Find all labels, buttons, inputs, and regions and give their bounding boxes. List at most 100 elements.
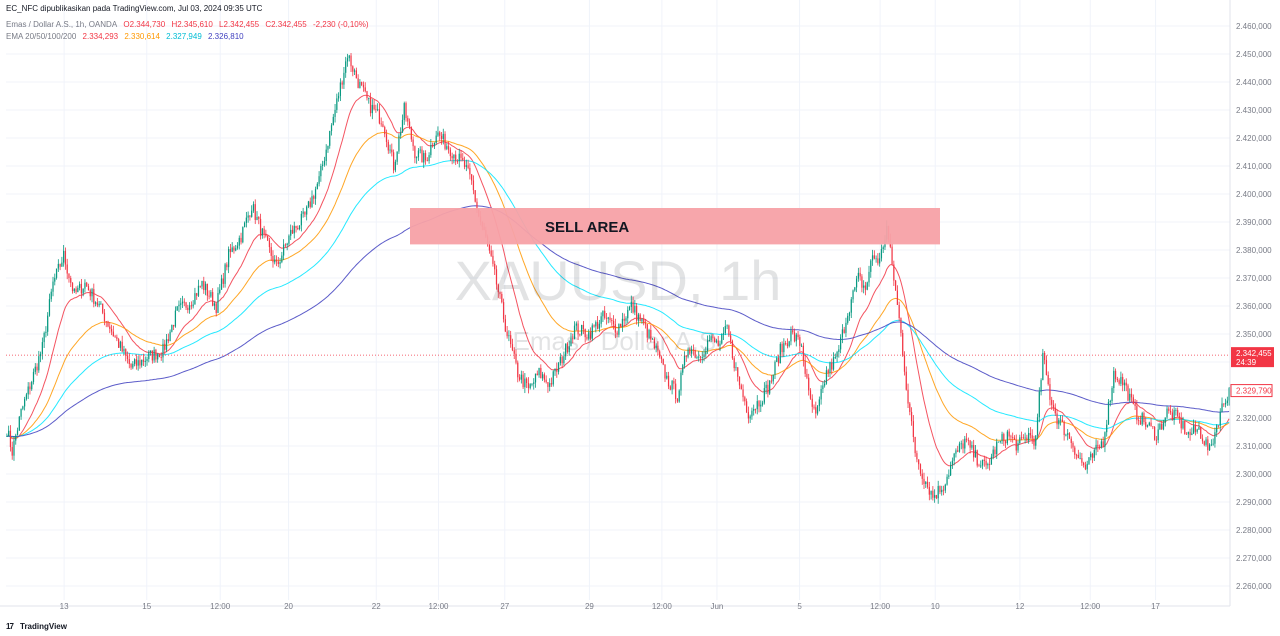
candle-body <box>547 382 549 387</box>
candle-body <box>538 367 540 376</box>
candle-body <box>974 450 977 458</box>
candle-body <box>1152 426 1154 428</box>
candle-body <box>16 430 19 436</box>
price-axis[interactable]: 2.460,000 2.450,000 2.440,000 2.430,000 2.42… <box>1229 0 1274 606</box>
candle-body <box>964 438 966 449</box>
watermark-symbol: XAUUSD, 1h <box>455 249 782 312</box>
candle-body <box>1075 454 1078 456</box>
candle-body <box>1214 432 1216 444</box>
time-axis[interactable]: 13 15 12:00 20 22 12:00 27 29 12:00 Jun 5 12:00 10 12… <box>0 602 1230 611</box>
candle-body <box>18 416 20 431</box>
candle-body <box>1189 432 1191 435</box>
candle-body <box>1111 388 1113 402</box>
candle-body <box>1196 429 1198 432</box>
candle-body <box>508 335 510 337</box>
candle-body <box>1063 421 1065 436</box>
candle-body <box>20 408 22 417</box>
candle-body <box>708 340 710 341</box>
publish-line: EC_NFC dipublikasikan pada TradingView.c… <box>6 4 263 13</box>
candle-body <box>795 334 797 342</box>
candle-body <box>873 255 875 259</box>
candle-body <box>174 310 177 327</box>
ema100-value: 2.327,949 <box>166 32 202 41</box>
candle-body <box>352 66 354 72</box>
candle-body <box>836 351 838 357</box>
candle-body <box>861 276 863 288</box>
candle-body <box>15 435 17 441</box>
candle-body <box>332 116 334 126</box>
legend-ema-row[interactable]: EMA 20/50/100/200 2.334,293 2.330,614 2.… <box>6 32 248 41</box>
candle-body <box>877 258 879 264</box>
candle-body <box>761 402 764 405</box>
candle-body <box>144 361 146 362</box>
candle-body <box>573 325 576 340</box>
candle-body <box>446 146 448 149</box>
candle-body <box>880 248 883 259</box>
candle-body <box>809 390 812 399</box>
candle-body <box>102 303 104 313</box>
candle-body <box>676 399 679 402</box>
candle-body <box>405 103 407 119</box>
candle-body <box>1150 422 1152 427</box>
candle-body <box>591 325 593 339</box>
candle-body <box>690 349 693 354</box>
candle-body <box>307 201 310 207</box>
candle-body <box>492 255 494 264</box>
candle-body <box>698 356 700 358</box>
candle-body <box>852 290 854 300</box>
candle-body <box>13 440 15 456</box>
candle-body <box>208 295 210 297</box>
candle-body <box>600 316 602 324</box>
candle-body <box>513 350 515 354</box>
tradingview-logo[interactable]: 17 TradingView <box>6 622 67 631</box>
candle-body <box>1051 399 1053 405</box>
candle-body <box>128 358 130 365</box>
candle-body <box>1001 434 1003 442</box>
candle-body <box>894 280 897 291</box>
candle-body <box>504 319 506 332</box>
candle-body <box>497 284 499 293</box>
candle-body <box>435 135 437 143</box>
candle-body <box>41 342 43 354</box>
candle-body <box>224 264 226 284</box>
candle-body <box>527 382 530 389</box>
candle-body <box>1173 410 1175 421</box>
candle-body <box>744 397 746 402</box>
current-price-label: 2.329,790 <box>1236 387 1272 396</box>
candle-body <box>694 349 696 358</box>
candle-body <box>1141 413 1143 425</box>
candle-body <box>290 229 292 236</box>
candle-body <box>300 213 302 226</box>
candle-body <box>1226 400 1228 403</box>
candle-body <box>636 305 638 321</box>
candle-body <box>719 343 721 346</box>
candle-body <box>1029 432 1032 436</box>
candle-body <box>222 278 224 284</box>
candle-body <box>297 227 299 230</box>
candle-body <box>763 388 765 403</box>
candle-body <box>453 154 455 159</box>
candle-body <box>9 430 12 448</box>
candle-body <box>339 82 342 96</box>
price-tick-label: 2.430,000 <box>1236 106 1272 115</box>
candle-body <box>400 132 402 136</box>
candle-body <box>114 336 116 338</box>
legend-symbol-row[interactable]: Emas / Dollar A.S., 1h, OANDA O2.344,730… <box>6 20 373 29</box>
candle-body <box>989 464 991 465</box>
candle-body <box>582 324 585 330</box>
candle-body <box>98 303 100 306</box>
candle-body <box>621 318 624 327</box>
price-tick-label: 2.270,000 <box>1236 554 1272 563</box>
candle-body <box>643 318 645 324</box>
candle-body <box>401 119 404 133</box>
price-tick-label: 2.410,000 <box>1236 162 1272 171</box>
candle-body <box>396 151 398 162</box>
candle-body <box>685 355 687 357</box>
candle-body <box>829 362 831 373</box>
candle-body <box>774 361 776 375</box>
candle-body <box>1008 431 1010 437</box>
candle-body <box>777 357 780 364</box>
candle-body <box>80 283 83 294</box>
candle-body <box>121 341 123 352</box>
